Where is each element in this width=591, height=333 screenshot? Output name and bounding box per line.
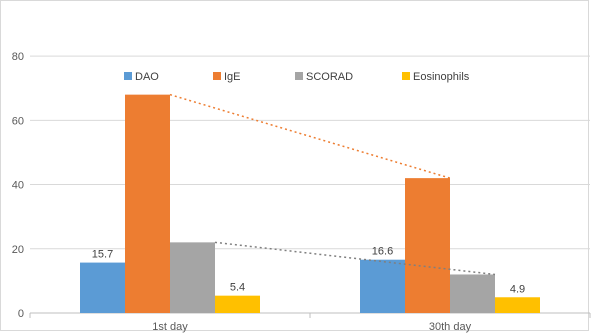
legend-label: SCORAD [306,71,353,83]
y-tick-label: 40 [12,180,24,192]
legend: DAO IgE SCORAD Eosinophils [124,71,470,83]
legend-swatch [124,72,132,80]
legend-swatch [213,72,221,80]
trend-line-ige [169,93,451,179]
data-label: 5.4 [230,282,245,294]
bar-dao-1 [80,262,125,313]
legend-label: Eosinophils [413,71,470,83]
data-label: 15.7 [92,249,113,261]
trend-lines [169,93,496,276]
y-tick-label: 80 [12,51,24,63]
legend-label: DAO [135,71,159,83]
data-labels: 15.7 5.4 16.6 4.9 [92,246,525,296]
bar-scorad-1 [170,242,215,313]
y-tick-label: 60 [12,115,24,127]
bar-eosinophils-1 [215,295,260,313]
y-tick-label: 0 [18,308,24,320]
trend-line-scorad [214,241,496,276]
bar-scorad-2 [450,274,495,313]
bars [80,94,540,314]
category-label: 30th day [429,321,472,333]
legend-swatch [295,72,303,80]
legend-label: IgE [224,71,241,83]
legend-swatch [402,72,410,80]
bar-ige-1 [125,94,170,314]
bar-ige-2 [405,178,450,313]
data-label: 4.9 [510,283,525,295]
y-tick-label: 20 [12,244,24,256]
bar-eosinophils-2 [495,297,540,313]
category-label: 1st day [152,321,188,333]
axes: 0 20 40 60 80 1st day 30th day [12,51,591,333]
data-label: 16.6 [372,246,393,258]
bar-dao-2 [360,259,405,313]
